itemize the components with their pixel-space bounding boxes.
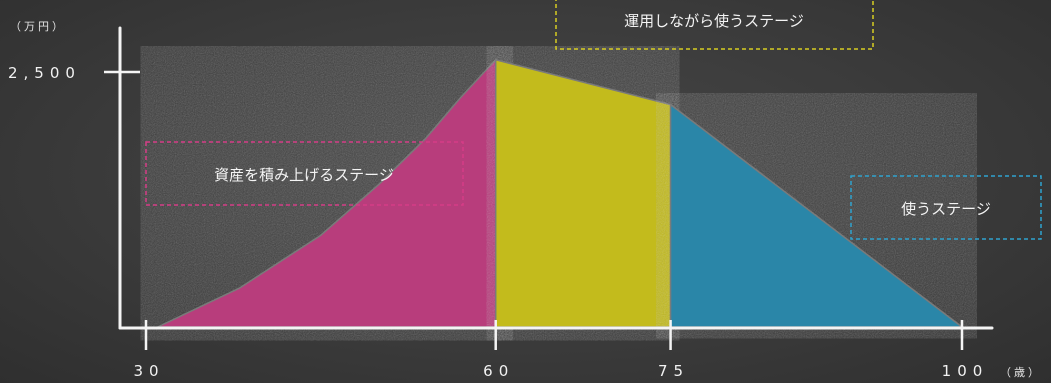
svg-text:使うステージ: 使うステージ [901, 200, 991, 218]
label-spend: 使うステージ [850, 175, 1042, 240]
area-accumulate [156, 59, 497, 328]
x-tick-label: 75 [658, 362, 689, 380]
area-operate [494, 59, 672, 328]
x-unit-label: （歳） [1000, 366, 1042, 379]
label-operate: 運用しながら使うステージ [555, 0, 874, 50]
x-tick-label: 100 [942, 362, 989, 380]
svg-text:運用しながら使うステージ: 運用しながら使うステージ [624, 12, 804, 30]
x-tick-label: 60 [483, 362, 514, 380]
x-tick-label: 30 [133, 362, 164, 380]
label-accumulate: 資産を積み上げるステージ [145, 141, 464, 206]
svg-text:資産を積み上げるステージ: 資産を積み上げるステージ [214, 166, 394, 184]
y-tick-label: 2,500 [8, 64, 81, 82]
y-unit-label: （万円） [10, 20, 66, 33]
